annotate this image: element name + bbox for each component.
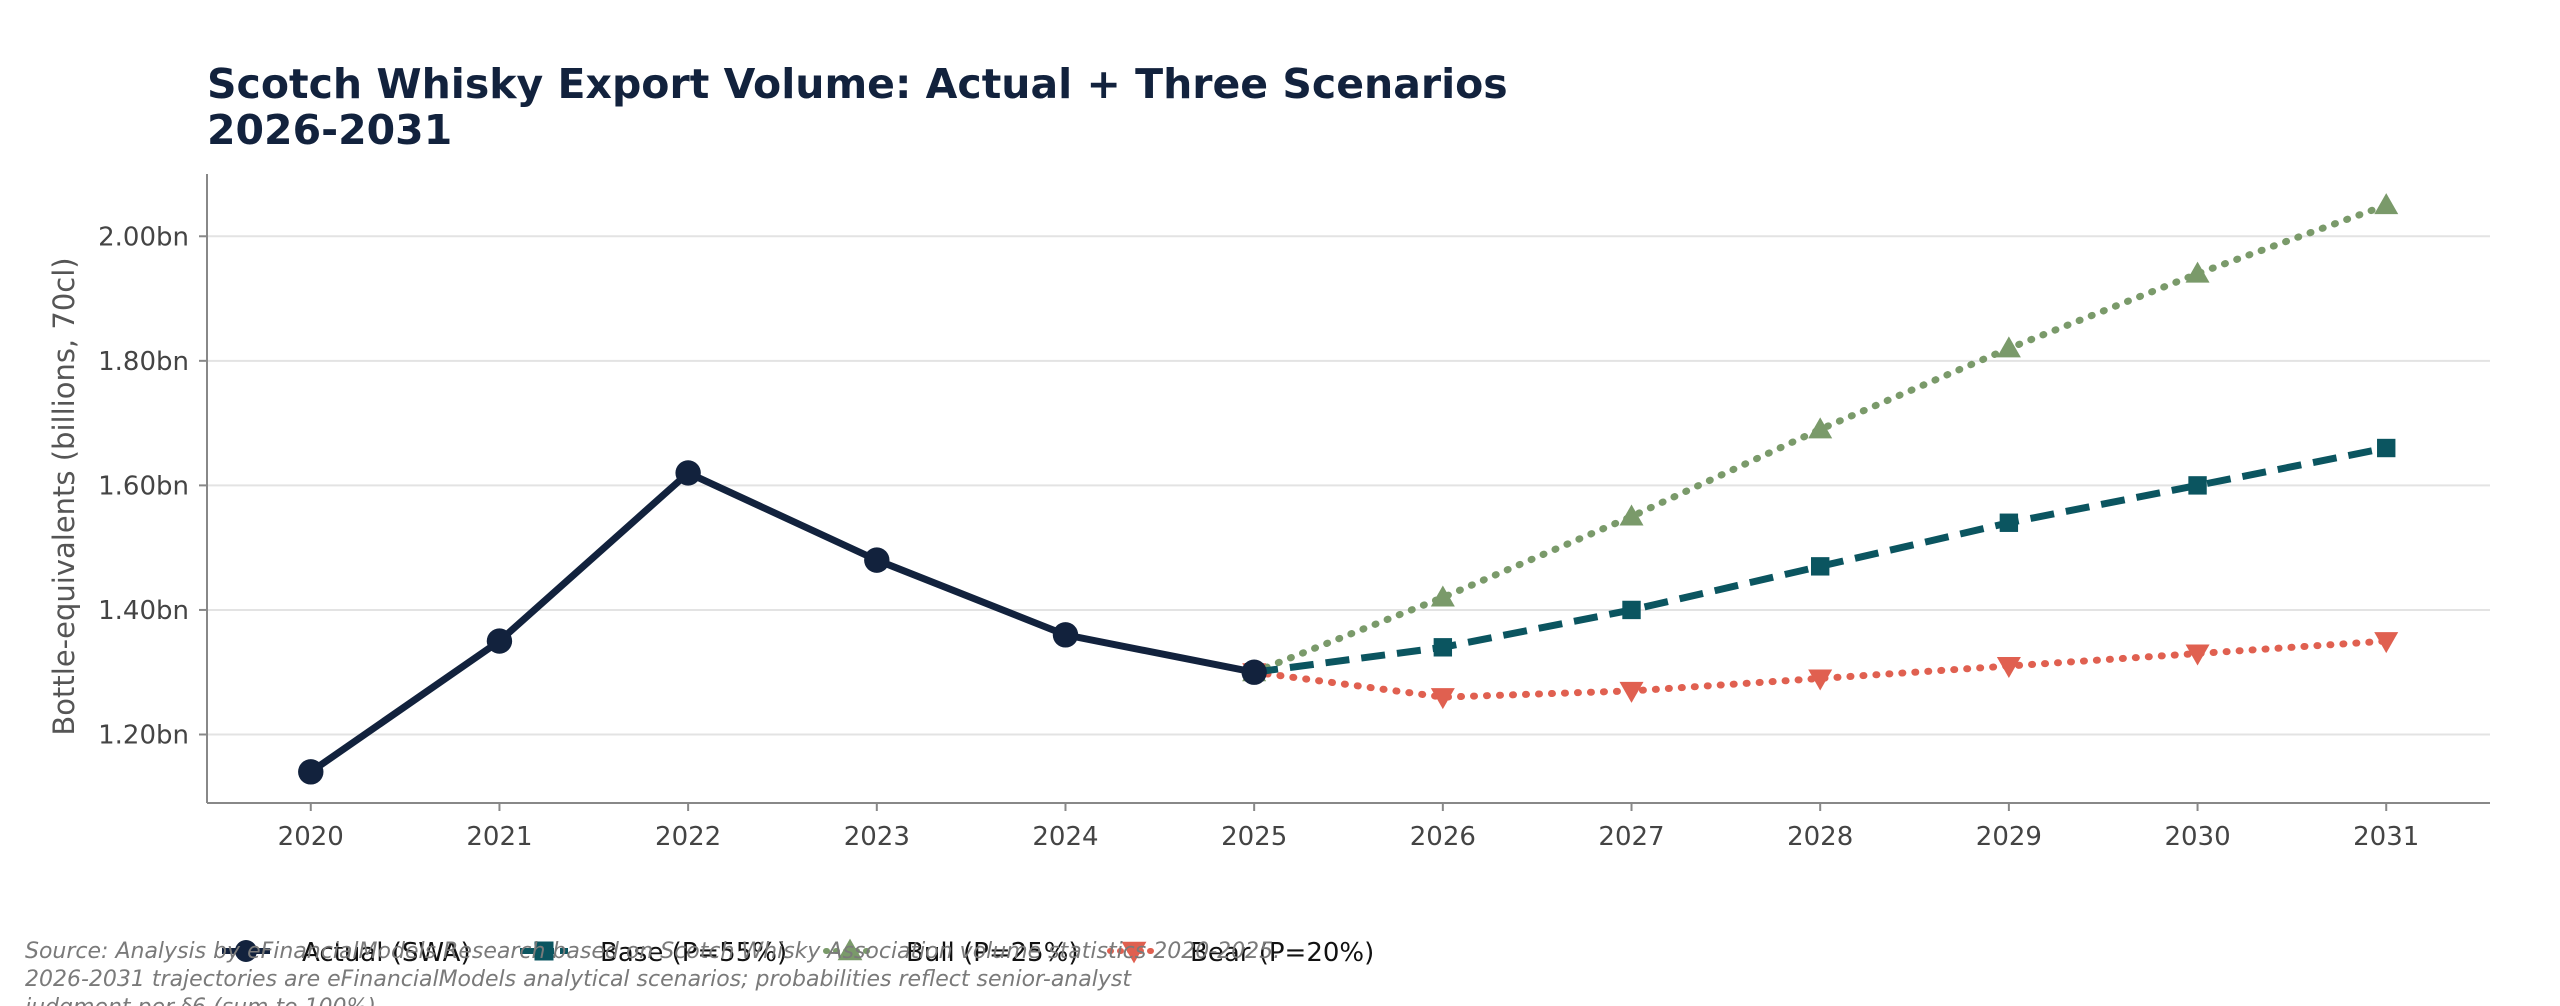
- chart-title: Scotch Whisky Export Volume: Actual + Th…: [207, 60, 1508, 154]
- data-point: [864, 547, 890, 573]
- series-lines: [298, 193, 2399, 785]
- x-tick-label: 2021: [466, 822, 532, 852]
- source-note-line: 2026-2031 trajectories are eFinancialMod…: [25, 967, 1132, 992]
- y-axis-label: Bottle-equivalents (billions, 70cl): [47, 257, 81, 735]
- source-note: Source: Analysis by eFinancialModels Res…: [22, 939, 1280, 1006]
- data-point: [1810, 557, 1830, 576]
- y-tick-label: 1.40bn: [98, 596, 189, 626]
- data-point: [1430, 585, 1455, 607]
- legend-swatch-marker: [837, 938, 863, 961]
- source-note-line: Source: Analysis by eFinancialModels Res…: [25, 939, 1280, 964]
- legend-label: Bear (P=20%): [1190, 938, 1374, 968]
- chart-title-line: 2026-2031: [207, 106, 452, 154]
- data-point: [1996, 656, 2021, 678]
- data-point: [1808, 669, 1833, 691]
- data-point: [1619, 681, 1644, 703]
- legend-label: Bull (P=25%): [906, 938, 1079, 968]
- data-point: [1996, 336, 2021, 358]
- data-point: [298, 759, 324, 785]
- x-tick-label: 2024: [1032, 822, 1098, 852]
- data-point: [2374, 632, 2399, 654]
- series-0: [298, 460, 1267, 785]
- legend-swatch-marker: [1121, 941, 1147, 964]
- data-point: [2374, 193, 2399, 215]
- data-point: [1999, 513, 2019, 532]
- series-line: [308, 469, 1255, 775]
- series-line: [1250, 201, 2390, 676]
- x-tick-label: 2022: [655, 822, 721, 852]
- x-tick-label: 2026: [1410, 822, 1476, 852]
- legend-swatch-marker: [235, 940, 257, 962]
- data-point: [1433, 638, 1453, 657]
- axes: 1.20bn 1.40bn 1.60bn 1.80bn 2.00bn 2020 2021 20…: [47, 174, 2490, 852]
- data-point: [1808, 417, 1833, 439]
- x-tick-label: 2028: [1787, 822, 1853, 852]
- series-1: [1244, 438, 2396, 682]
- x-tick-label: 2030: [2164, 822, 2230, 852]
- x-tick-label: 2020: [278, 822, 344, 852]
- data-point: [486, 628, 513, 654]
- legend-swatch-marker: [534, 941, 554, 961]
- y-tick-label: 1.80bn: [98, 347, 189, 377]
- y-tick-label: 2.00bn: [98, 222, 189, 252]
- x-tick-label: 2029: [1976, 822, 2042, 852]
- series-2: [1242, 193, 2399, 682]
- x-tick-label: 2023: [844, 822, 910, 852]
- gridlines: [207, 235, 2490, 736]
- data-point: [2185, 644, 2210, 666]
- chart-title-line: Scotch Whisky Export Volume: Actual + Th…: [207, 60, 1508, 108]
- legend-item: Actual (SWA): [222, 938, 471, 968]
- source-note-line: judgment per §6 (sum to 100%).: [22, 995, 383, 1006]
- data-point: [1622, 600, 1641, 620]
- y-tick-label: 1.60bn: [98, 471, 189, 501]
- x-tick-label: 2031: [2353, 822, 2419, 852]
- legend-item: Bear (P=20%): [1107, 938, 1374, 968]
- data-point: [1619, 504, 1644, 526]
- x-tick-label: 2027: [1598, 822, 1664, 852]
- y-tick-label: 1.20bn: [98, 720, 189, 750]
- legend-item: Bull (P=25%): [823, 938, 1079, 968]
- data-point: [2185, 261, 2210, 283]
- data-point: [2188, 476, 2207, 495]
- legend-label: Base (P=55%): [600, 938, 787, 968]
- legend-item: Base (P=55%): [520, 938, 787, 968]
- legend-label: Actual (SWA): [302, 938, 471, 968]
- data-point: [1430, 688, 1455, 710]
- data-point: [2377, 438, 2396, 458]
- x-tick-label: 2025: [1221, 822, 1287, 852]
- data-point: [1052, 622, 1079, 648]
- data-point: [1241, 659, 1267, 685]
- legend: Actual (SWA) Base (P=55%) Bull (P=25%) Bear…: [222, 938, 1374, 968]
- series-3: [1242, 632, 2399, 710]
- data-point: [675, 460, 701, 486]
